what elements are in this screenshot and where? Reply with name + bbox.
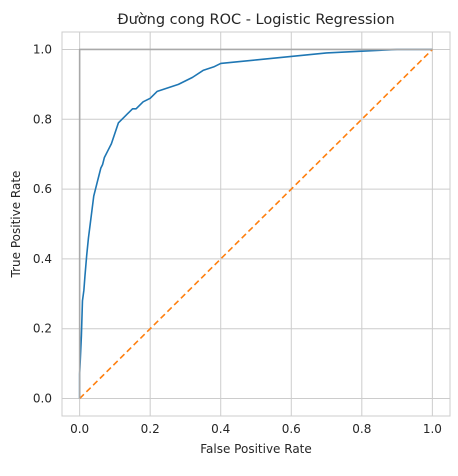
- x-tick-label: 0.4: [211, 422, 230, 436]
- roc-curve-line: [78, 48, 433, 399]
- perfect-classifier-line: [78, 48, 433, 399]
- x-tick-label: 0.2: [141, 422, 160, 436]
- chart-title: Đường cong ROC - Logistic Regression: [117, 12, 394, 28]
- x-tick-label: 1.0: [423, 422, 442, 436]
- x-tick-label: 0.6: [282, 422, 301, 436]
- y-tick-label: 0.6: [33, 182, 52, 196]
- y-tick-label: 0.8: [33, 112, 52, 126]
- y-tick-label: 0.0: [33, 392, 52, 406]
- y-axis-label: True Positive Rate: [9, 171, 23, 279]
- random-classifier-line: [79, 48, 433, 400]
- x-tick-label: 0.8: [352, 422, 371, 436]
- y-tick-label: 1.0: [33, 42, 52, 56]
- y-tick-label: 0.4: [33, 252, 52, 266]
- series-group: [78, 48, 433, 400]
- tick-labels: 0.0 0.2 0.4 0.6 0.8 1.0 0.0 0.2 0.4 0.6 0.8 1.0: [33, 42, 442, 436]
- y-tick-label: 0.2: [33, 322, 52, 336]
- x-axis-label: False Positive Rate: [200, 442, 312, 456]
- x-tick-label: 0.0: [70, 422, 89, 436]
- plot-frame: [61, 31, 451, 417]
